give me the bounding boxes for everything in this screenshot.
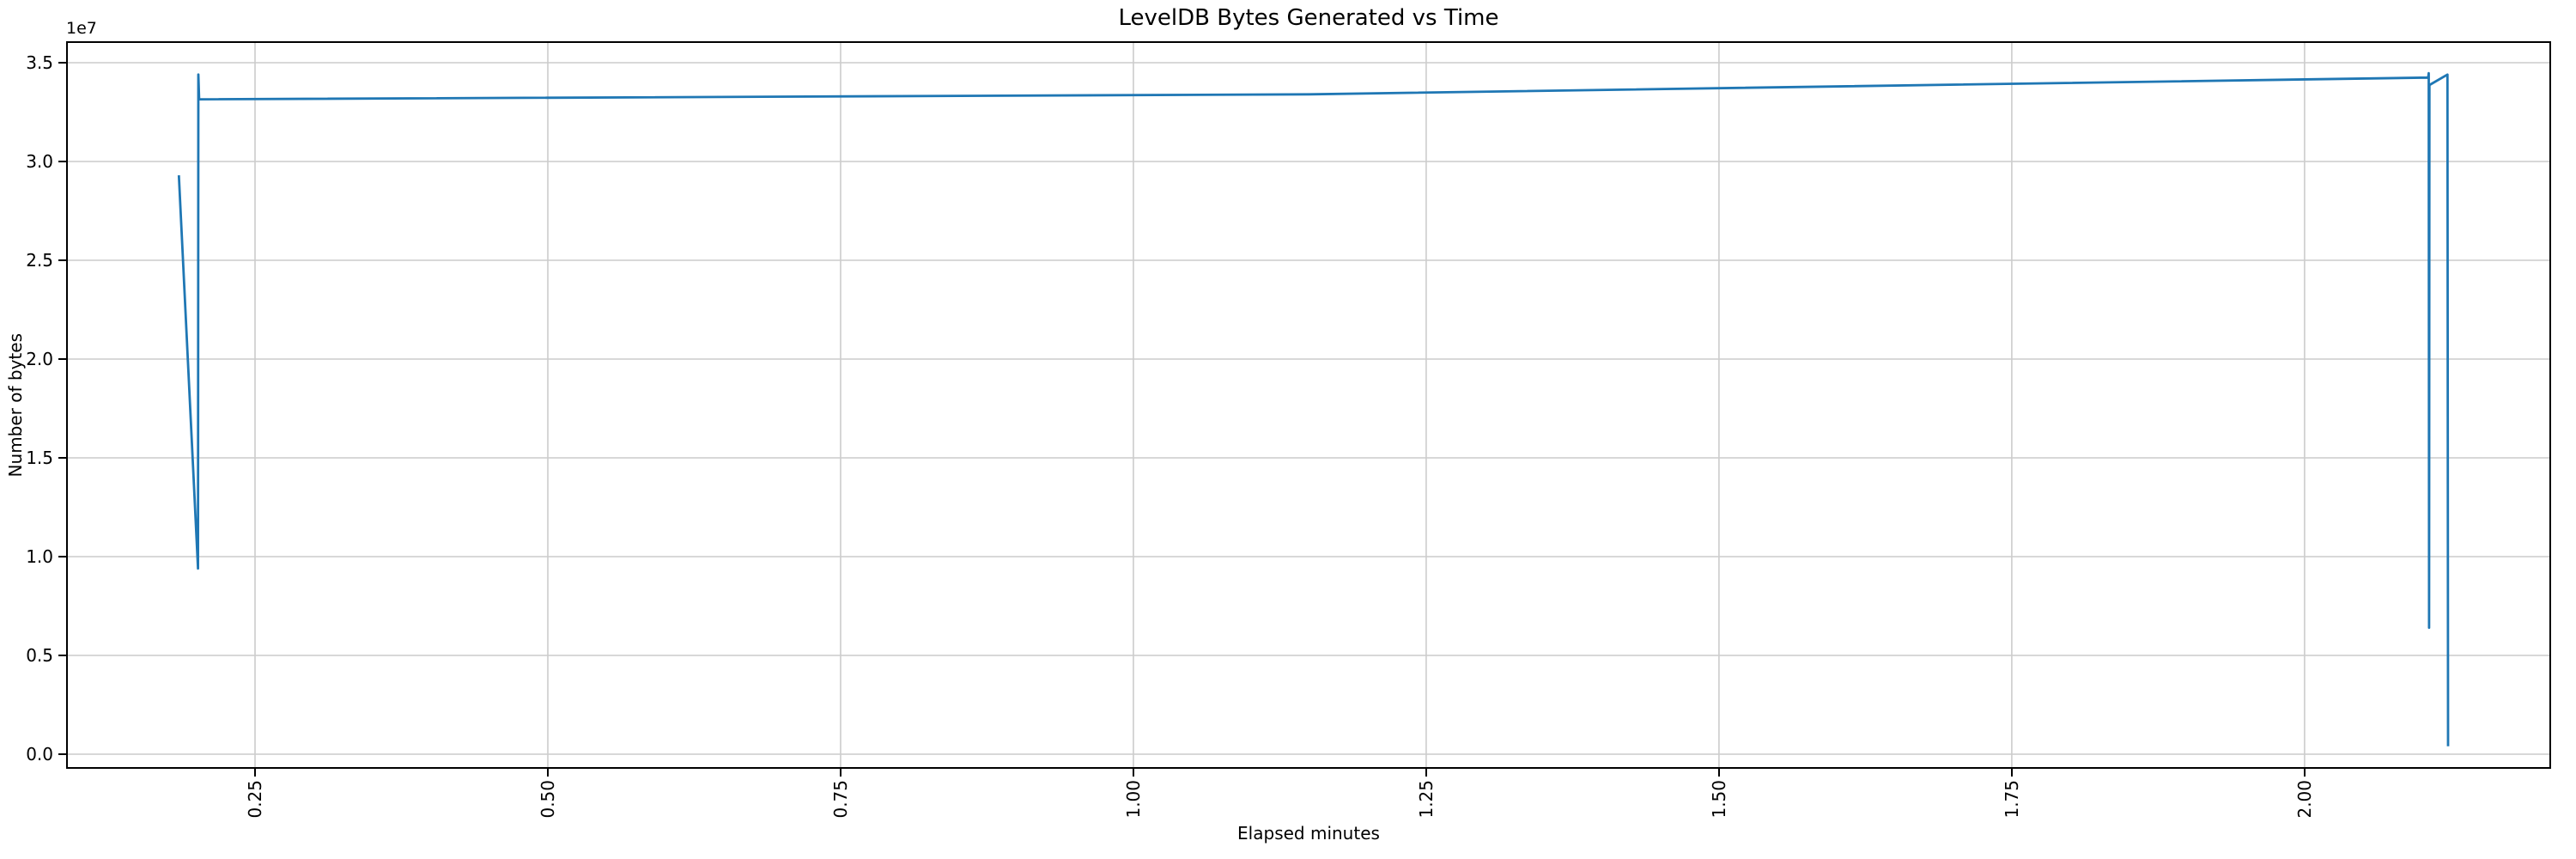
x-tick-mark — [254, 769, 256, 777]
y-tick-mark — [58, 358, 66, 360]
x-tick-mark — [1132, 769, 1134, 777]
x-tick-label: 0.25 — [245, 780, 265, 819]
y-tick-label: 0.0 — [26, 744, 53, 765]
y-tick-mark — [58, 655, 66, 656]
chart-title: LevelDB Bytes Generated vs Time — [1118, 5, 1499, 31]
y-tick-mark — [58, 62, 66, 64]
x-axis-label-wrap: Elapsed minutes — [66, 823, 2551, 844]
gridlines — [66, 41, 2551, 769]
y-tick-label: 0.5 — [26, 645, 53, 666]
x-tick-mark — [1717, 769, 1720, 777]
y-tick-mark — [58, 457, 66, 459]
y-tick-mark — [58, 259, 66, 261]
x-axis-label: Elapsed minutes — [1237, 823, 1380, 844]
y-tick-label: 3.5 — [26, 52, 53, 73]
y-tick-mark — [58, 556, 66, 557]
y-tick-mark — [58, 161, 66, 162]
x-tick-label: 0.75 — [829, 780, 851, 819]
x-tick-mark — [1425, 769, 1427, 777]
chart-canvas — [66, 41, 2551, 769]
x-tick-mark — [546, 769, 549, 777]
data-line-series — [177, 71, 2450, 746]
y-tick-label: 1.0 — [26, 546, 53, 567]
y-tick-label: 1.5 — [26, 448, 53, 468]
plot-area — [66, 41, 2551, 769]
x-tick-label: 1.25 — [1415, 780, 1437, 819]
x-tick-label: 0.50 — [537, 780, 558, 819]
x-tick-label: 1.50 — [1708, 780, 1729, 819]
y-tick-mark — [58, 753, 66, 755]
y-tick-label: 2.5 — [26, 250, 53, 271]
y-tick-label: 2.0 — [26, 349, 53, 369]
y-axis-offset-label: 1e7 — [66, 19, 97, 38]
x-tick-label: 1.00 — [1122, 780, 1144, 819]
x-tick-label: 1.75 — [2001, 780, 2022, 819]
x-tick-label: 2.00 — [2293, 780, 2315, 819]
x-tick-mark — [2303, 769, 2306, 777]
y-tick-label: 3.0 — [26, 151, 53, 172]
x-tick-mark — [2010, 769, 2013, 777]
x-tick-mark — [839, 769, 841, 777]
